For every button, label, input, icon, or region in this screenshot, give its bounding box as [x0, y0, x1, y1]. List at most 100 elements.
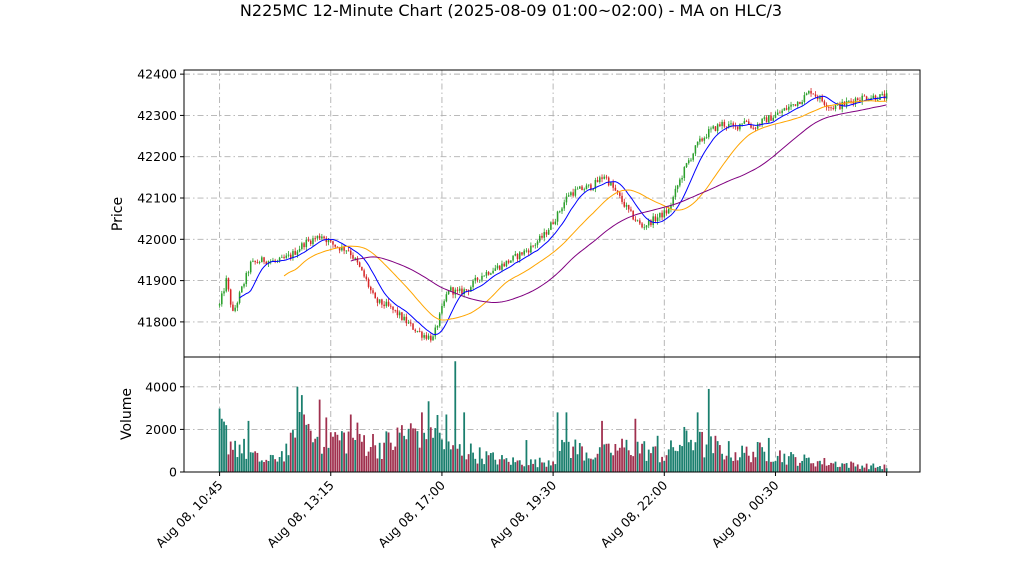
- candle-body: [325, 238, 328, 243]
- candle-body: [559, 211, 561, 213]
- volume-bar: [260, 460, 263, 472]
- volume-bar: [234, 440, 237, 472]
- volume-bar: [294, 437, 297, 472]
- volume-bar: [547, 460, 550, 472]
- candle-body: [552, 222, 554, 225]
- candle-body: [349, 250, 352, 256]
- moving-average-lines: [239, 95, 887, 336]
- volume-bar: [563, 442, 566, 472]
- candlesticks: [218, 87, 888, 343]
- candle-body: [572, 192, 574, 196]
- candle-body: [774, 114, 777, 118]
- volume-bar: [474, 458, 477, 472]
- volume-bar: [570, 457, 572, 472]
- candle-body: [387, 301, 390, 306]
- volume-bar: [663, 460, 666, 472]
- candle-body: [365, 276, 368, 280]
- volume-bar: [247, 420, 250, 472]
- volume-bar: [781, 462, 784, 472]
- candle-body: [425, 335, 428, 339]
- volume-bar: [245, 458, 248, 472]
- volume-bar: [272, 455, 274, 472]
- candle-body: [507, 260, 510, 263]
- volume-bar: [618, 447, 621, 472]
- candle-body: [661, 212, 663, 218]
- candle-body: [465, 289, 468, 291]
- volume-bar: [870, 465, 872, 472]
- volume-bar: [543, 462, 546, 472]
- candle-body: [748, 121, 750, 125]
- volume-bar: [332, 436, 334, 472]
- volume-bar: [401, 425, 403, 472]
- volume-bar: [743, 452, 746, 472]
- candle-body: [272, 260, 274, 262]
- candle-body: [663, 210, 666, 218]
- volume-bar: [565, 412, 568, 472]
- volume-bar: [418, 447, 421, 472]
- candle-body: [694, 145, 697, 154]
- candle-body: [456, 289, 459, 291]
- candle-body: [352, 255, 354, 259]
- volume-bar: [232, 449, 234, 472]
- candle-body: [585, 185, 588, 190]
- candle-body: [781, 110, 783, 113]
- volume-bar: [507, 461, 510, 472]
- volume-bar: [296, 386, 299, 472]
- volume-bar: [867, 469, 870, 472]
- candle-body: [685, 163, 688, 168]
- candle-body: [498, 265, 501, 270]
- volume-bar: [527, 465, 530, 472]
- candle-body: [490, 273, 492, 275]
- candle-body: [630, 209, 632, 211]
- price-ytick-label: 41800: [137, 314, 177, 329]
- candle-body: [516, 253, 519, 260]
- candle-body: [703, 137, 706, 141]
- volume-bar: [309, 430, 312, 472]
- volume-bar: [458, 444, 461, 472]
- volume-bar: [845, 463, 848, 472]
- candle-body: [363, 270, 365, 277]
- volume-bar: [467, 454, 470, 472]
- candle-body: [398, 312, 401, 316]
- candle-body: [332, 241, 334, 245]
- candle-body: [741, 123, 743, 125]
- candle-body: [861, 95, 863, 102]
- candle-body: [243, 284, 245, 287]
- candle-body: [341, 246, 343, 251]
- candle-body: [563, 202, 566, 209]
- candle-body: [872, 95, 875, 99]
- candle-body: [710, 128, 712, 130]
- volume-bar: [469, 443, 472, 472]
- volume-bar: [265, 459, 268, 472]
- candle-body: [819, 96, 821, 100]
- candle-body: [432, 336, 434, 341]
- volume-bar: [812, 463, 815, 472]
- volume-bar: [263, 462, 265, 472]
- candle-body: [725, 126, 728, 128]
- volume-bar: [445, 414, 448, 472]
- volume-bar: [603, 444, 606, 472]
- volume-bar: [252, 452, 254, 472]
- volume-bar: [501, 455, 503, 472]
- volume-bar: [872, 463, 875, 472]
- volume-bar: [814, 466, 817, 472]
- volume-bar: [847, 467, 850, 472]
- candle-body: [412, 323, 414, 330]
- candle-body: [536, 241, 539, 245]
- candle-body: [492, 270, 494, 274]
- volume-bar: [423, 432, 426, 472]
- candle-body: [407, 322, 410, 324]
- candle-body: [227, 278, 230, 290]
- axes: 41800 41900 42000 42100 42200 42300 42400 0 2000…: [137, 67, 921, 551]
- volume-bar: [269, 454, 272, 472]
- candle-body: [876, 99, 879, 101]
- candle-body: [576, 188, 579, 190]
- volume-bar: [256, 452, 259, 472]
- candle-body: [567, 195, 570, 197]
- volume-bar: [403, 435, 406, 472]
- candle-body: [314, 238, 316, 240]
- candle-body: [503, 263, 505, 267]
- candle-body: [583, 189, 586, 191]
- candle-body: [478, 279, 481, 281]
- candle-body: [823, 101, 826, 105]
